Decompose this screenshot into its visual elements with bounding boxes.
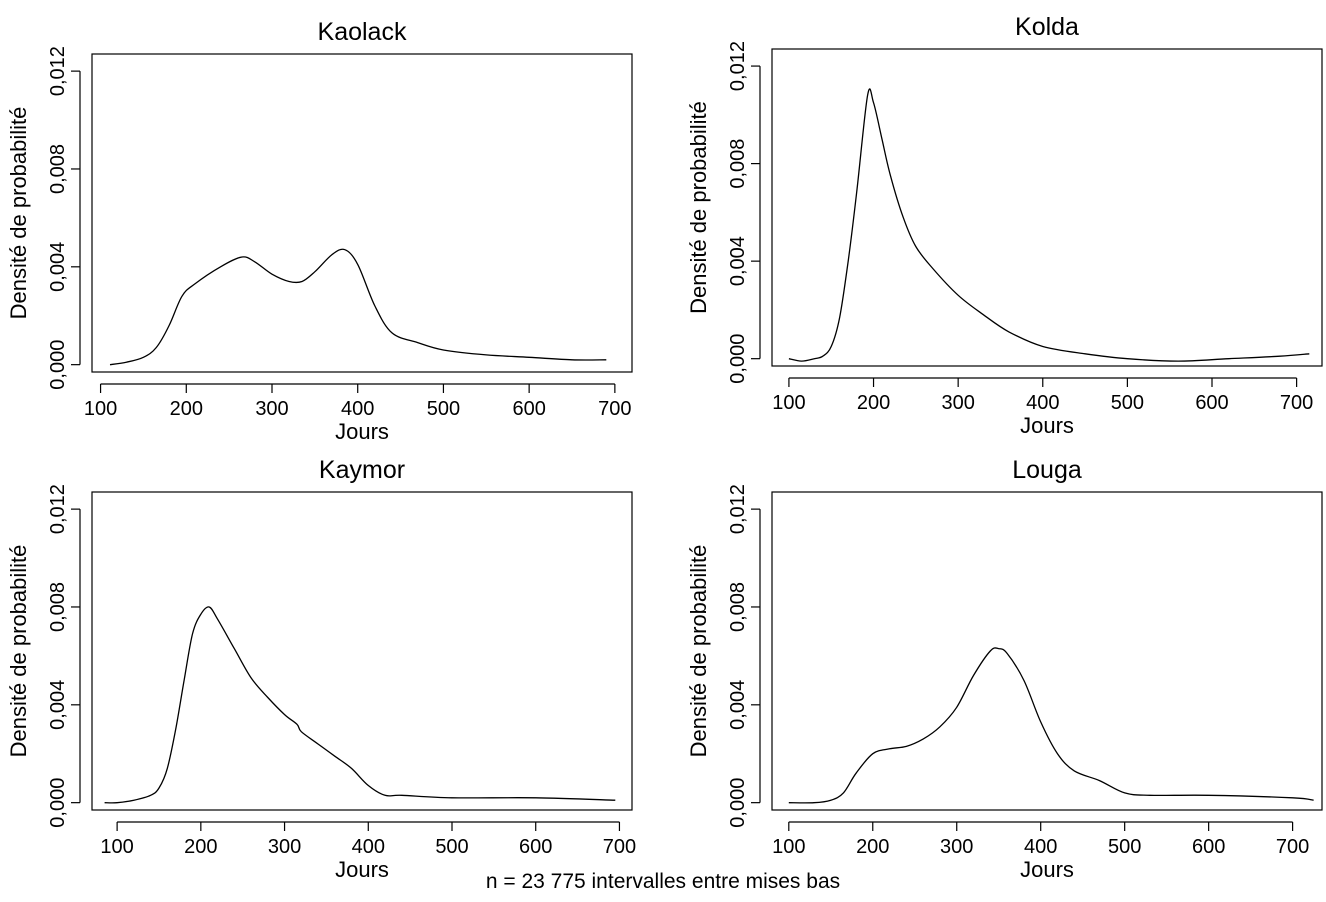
panel-title: Louga xyxy=(1012,456,1082,484)
plot-frame xyxy=(91,491,633,811)
x-tick-label: 500 xyxy=(435,836,468,858)
y-tick-label: 0,008 xyxy=(47,144,69,194)
x-tick-label: 100 xyxy=(772,836,805,858)
y-axis-label: Densité de probabilité xyxy=(686,101,711,314)
x-tick-label: 200 xyxy=(857,392,890,414)
x-tick-label: 200 xyxy=(184,836,217,858)
density-curve-louga xyxy=(788,647,1314,804)
plot-frame xyxy=(91,53,633,373)
density-curve-kolda xyxy=(788,88,1310,362)
x-axis-label: Jours xyxy=(335,857,389,882)
x-tick-label: 600 xyxy=(519,836,552,858)
x-tick-label: 600 xyxy=(512,398,545,420)
y-axis-label: Densité de probabilité xyxy=(686,545,711,758)
x-tick-label: 500 xyxy=(1111,392,1144,414)
x-tick-label: 600 xyxy=(1192,836,1225,858)
y-tick-label: 0,008 xyxy=(47,582,69,632)
x-tick-label: 500 xyxy=(1108,836,1141,858)
x-axis-label: Jours xyxy=(1020,413,1074,438)
y-axis-label: Densité de probabilité xyxy=(6,545,31,758)
chart-panel-kaolack: Kaolack 100 200 300 400 500 600 700 Jours 0,000 0,… xyxy=(6,18,633,444)
figure-caption: n = 23 775 intervalles entre mises bas xyxy=(485,870,841,893)
panel-title: Kaolack xyxy=(318,18,407,46)
density-curve-kaymor xyxy=(104,606,616,804)
y-tick-label: 0,008 xyxy=(727,139,749,189)
y-tick-label: 0,000 xyxy=(47,340,69,390)
y-tick-label: 0,004 xyxy=(47,680,69,730)
y-tick-label: 0,012 xyxy=(47,484,69,534)
x-tick-label: 400 xyxy=(1024,836,1057,858)
y-tick-label: 0,012 xyxy=(727,41,749,91)
panel-title: Kaymor xyxy=(319,456,405,484)
x-tick-label: 400 xyxy=(1026,392,1059,414)
y-axis-label: Densité de probabilité xyxy=(6,107,31,320)
y-tick-label: 0,008 xyxy=(727,582,749,632)
x-axis-label: Jours xyxy=(335,419,389,444)
y-tick-label: 0,004 xyxy=(727,680,749,730)
chart-panel-kolda: Kolda 100 200 300 400 500 600 700 Jours 0,000 0,00… xyxy=(686,13,1323,438)
x-tick-label: 300 xyxy=(940,836,973,858)
y-tick-label: 0,000 xyxy=(727,778,749,828)
x-tick-label: 300 xyxy=(255,398,288,420)
density-curve-kaolack xyxy=(109,248,607,366)
plot-frame xyxy=(771,48,1323,367)
x-tick-label: 100 xyxy=(84,398,117,420)
x-tick-label: 600 xyxy=(1195,392,1228,414)
y-tick-label: 0,012 xyxy=(47,46,69,96)
y-tick-label: 0,000 xyxy=(47,778,69,828)
x-tick-label: 700 xyxy=(598,398,631,420)
x-tick-label: 100 xyxy=(100,836,133,858)
x-tick-label: 200 xyxy=(856,836,889,858)
x-tick-label: 700 xyxy=(603,836,636,858)
plot-frame xyxy=(771,491,1323,811)
x-tick-label: 700 xyxy=(1276,836,1309,858)
chart-panel-kaymor: Kaymor 100 200 300 400 500 600 700 Jours 0,000 0,0… xyxy=(6,456,636,882)
x-tick-label: 700 xyxy=(1280,392,1313,414)
chart-panel-louga: Louga 100 200 300 400 500 600 700 Jours 0,000 0,00… xyxy=(686,456,1323,882)
y-tick-label: 0,000 xyxy=(727,334,749,384)
y-tick-label: 0,004 xyxy=(47,242,69,292)
x-tick-label: 500 xyxy=(427,398,460,420)
x-tick-label: 400 xyxy=(341,398,374,420)
x-tick-label: 400 xyxy=(352,836,385,858)
y-tick-label: 0,012 xyxy=(727,484,749,534)
x-tick-label: 300 xyxy=(941,392,974,414)
x-axis-label: Jours xyxy=(1020,857,1074,882)
x-tick-label: 200 xyxy=(170,398,203,420)
y-tick-label: 0,004 xyxy=(727,236,749,286)
panel-title: Kolda xyxy=(1015,13,1079,41)
x-tick-label: 300 xyxy=(268,836,301,858)
x-tick-label: 100 xyxy=(772,392,805,414)
